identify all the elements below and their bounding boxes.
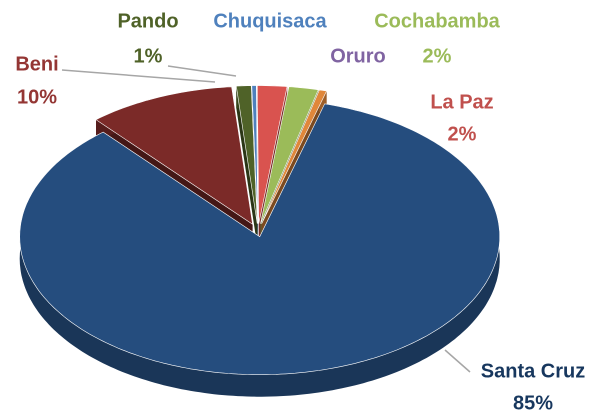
slice-label: Oruro — [330, 45, 386, 67]
slice-top — [95, 86, 253, 225]
slice-top — [260, 86, 319, 224]
slice-label: Pando — [117, 10, 178, 32]
slice — [19, 103, 500, 397]
leader-line — [444, 349, 471, 373]
slice-label: Chuquisaca — [213, 10, 327, 32]
leader-line — [167, 65, 237, 77]
leader-line — [61, 69, 216, 83]
slice-top — [251, 85, 259, 224]
value-label: 10% — [17, 86, 57, 108]
slice-top — [261, 89, 328, 225]
slice-label: Beni — [15, 53, 58, 75]
value-label: 2% — [423, 45, 452, 67]
value-label: 1% — [134, 45, 163, 67]
slice-top — [19, 103, 500, 375]
slice — [235, 85, 258, 246]
slice-label: Santa Cruz — [481, 360, 585, 382]
value-label: 85% — [513, 392, 553, 411]
slice-top — [235, 85, 258, 224]
slice-top — [256, 85, 288, 224]
value-label: 2% — [448, 123, 477, 145]
slice-label: La Paz — [430, 91, 493, 113]
slice-label: Cochabamba — [374, 10, 500, 32]
slice-side — [236, 86, 258, 246]
